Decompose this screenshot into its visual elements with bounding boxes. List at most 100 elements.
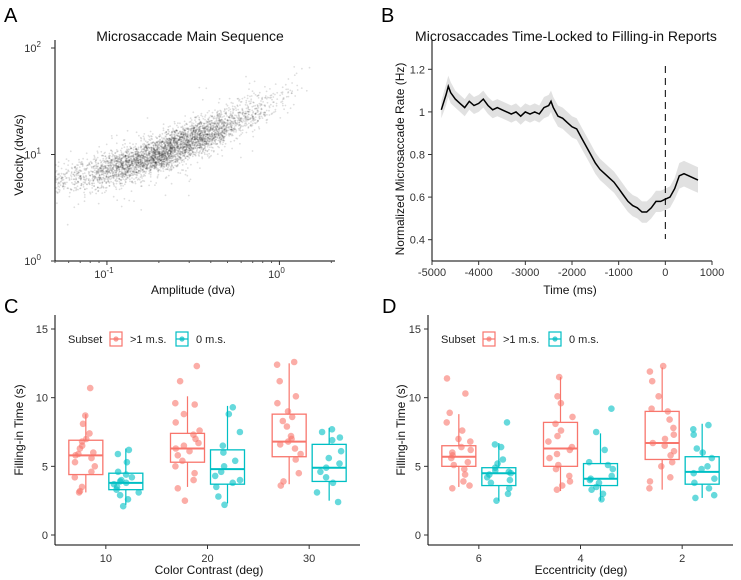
scatter-point bbox=[56, 202, 58, 205]
scatter-point bbox=[270, 113, 273, 116]
panel-d-x-label: Eccentricity (deg) bbox=[535, 563, 628, 577]
scatter-point bbox=[83, 178, 86, 181]
data-point bbox=[553, 450, 561, 458]
scatter-point bbox=[161, 151, 164, 154]
scatter-point bbox=[223, 121, 226, 124]
scatter-point bbox=[116, 158, 118, 160]
scatter-point bbox=[125, 174, 127, 177]
scatter-point bbox=[213, 139, 216, 142]
scatter-point bbox=[166, 148, 169, 151]
scatter-point bbox=[139, 136, 142, 139]
scatter-point bbox=[223, 115, 226, 117]
scatter-point bbox=[129, 171, 132, 173]
scatter-point bbox=[154, 155, 157, 158]
scatter-point bbox=[194, 153, 197, 156]
scatter-point bbox=[113, 169, 116, 172]
scatter-point bbox=[100, 186, 103, 189]
data-point bbox=[292, 393, 300, 400]
scatter-point bbox=[102, 157, 105, 160]
scatter-point bbox=[188, 147, 190, 150]
scatter-point bbox=[80, 183, 83, 185]
scatter-point bbox=[218, 112, 221, 115]
scatter-point bbox=[106, 160, 108, 162]
scatter-point bbox=[160, 142, 163, 145]
scatter-point bbox=[251, 150, 254, 152]
scatter-point bbox=[220, 111, 223, 114]
scatter-point bbox=[180, 130, 183, 133]
scatter-point bbox=[289, 107, 292, 110]
scatter-point bbox=[138, 162, 141, 164]
scatter-point bbox=[174, 151, 176, 154]
scatter-point bbox=[215, 131, 218, 134]
scatter-point bbox=[165, 138, 168, 140]
scatter-point bbox=[222, 126, 225, 129]
scatter-point bbox=[218, 116, 221, 119]
scatter-point bbox=[223, 128, 226, 131]
scatter-point bbox=[161, 160, 163, 163]
scatter-point bbox=[217, 145, 219, 148]
scatter-point bbox=[178, 135, 181, 138]
scatter-point bbox=[263, 113, 265, 116]
scatter-point bbox=[220, 136, 223, 139]
x-tick-label: 1000 bbox=[700, 267, 724, 279]
data-point bbox=[443, 375, 451, 382]
scatter-point bbox=[169, 150, 172, 152]
scatter-point bbox=[168, 144, 170, 147]
scatter-point bbox=[114, 151, 117, 154]
scatter-point bbox=[99, 176, 102, 179]
scatter-point bbox=[117, 165, 120, 168]
scatter-point bbox=[195, 129, 197, 132]
scatter-point bbox=[207, 137, 210, 139]
scatter-point bbox=[175, 161, 177, 164]
scatter-point bbox=[158, 147, 161, 150]
scatter-point bbox=[194, 135, 196, 138]
scatter-point bbox=[80, 174, 82, 177]
scatter-point bbox=[128, 199, 131, 202]
scatter-point bbox=[189, 133, 191, 136]
scatter-point bbox=[223, 135, 226, 138]
data-point bbox=[705, 421, 712, 429]
scatter-point bbox=[119, 166, 121, 169]
scatter-point bbox=[270, 94, 273, 96]
scatter-point bbox=[246, 116, 249, 119]
scatter-point bbox=[103, 177, 106, 180]
scatter-point bbox=[58, 172, 60, 175]
scatter-point bbox=[119, 156, 121, 159]
scatter-point bbox=[154, 184, 156, 187]
scatter-point bbox=[229, 112, 232, 115]
data-point bbox=[290, 358, 298, 366]
scatter-point bbox=[251, 90, 254, 93]
scatter-point bbox=[184, 132, 187, 135]
scatter-point bbox=[168, 137, 171, 140]
scatter-point bbox=[154, 149, 157, 152]
scatter-point bbox=[91, 187, 94, 189]
scatter-point bbox=[214, 117, 217, 120]
scatter-point bbox=[95, 167, 98, 170]
scatter-point bbox=[120, 170, 123, 173]
panel-c-y-label: Filling-in Time (s) bbox=[12, 384, 26, 475]
scatter-point bbox=[173, 120, 176, 123]
scatter-point bbox=[119, 173, 122, 176]
scatter-point bbox=[238, 116, 240, 119]
scatter-point bbox=[166, 158, 168, 161]
scatter-point bbox=[176, 145, 179, 148]
scatter-point bbox=[154, 136, 157, 138]
scatter-point bbox=[218, 128, 220, 130]
scatter-point bbox=[190, 132, 193, 134]
scatter-point bbox=[156, 163, 158, 165]
scatter-point bbox=[224, 117, 227, 120]
scatter-point bbox=[169, 146, 172, 148]
scatter-point bbox=[222, 123, 225, 126]
panel-letter-c: C bbox=[4, 296, 18, 318]
scatter-point bbox=[165, 176, 168, 179]
scatter-point bbox=[197, 123, 200, 125]
scatter-point bbox=[174, 155, 177, 158]
scatter-point bbox=[194, 131, 197, 134]
panel-d-legend-title: Subset bbox=[441, 334, 475, 346]
scatter-point bbox=[152, 148, 155, 151]
scatter-point bbox=[154, 162, 157, 165]
scatter-point bbox=[167, 126, 170, 128]
scatter-point bbox=[185, 138, 188, 141]
scatter-point bbox=[182, 146, 184, 149]
scatter-point bbox=[218, 140, 221, 143]
